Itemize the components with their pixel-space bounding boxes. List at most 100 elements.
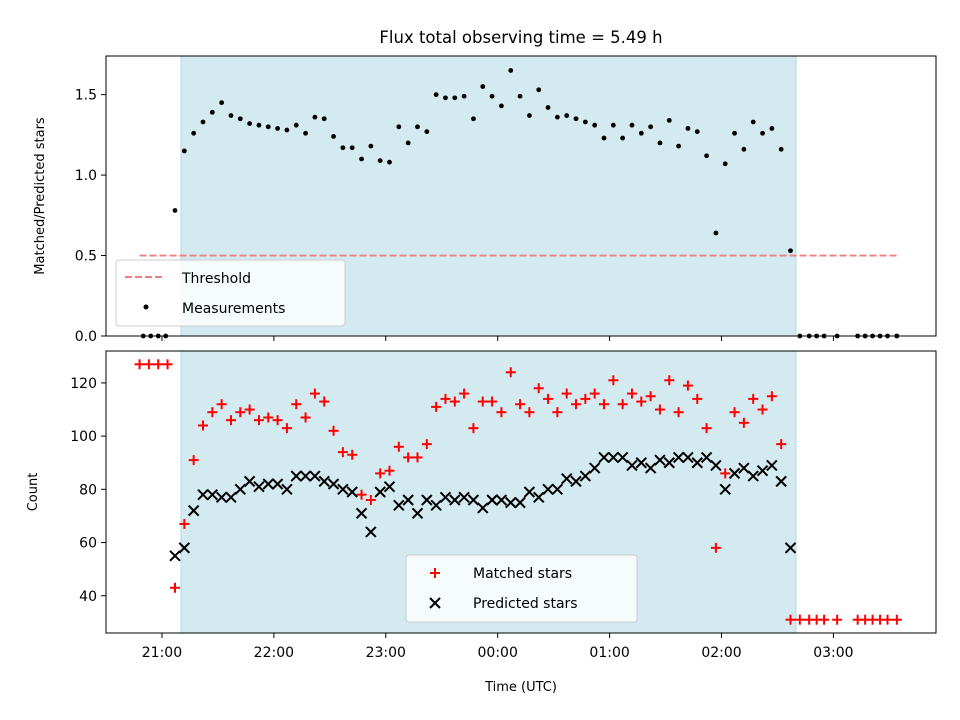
matched-star-point	[365, 494, 376, 505]
matched-star-point	[309, 388, 320, 399]
top-y-tick-label: 1.5	[75, 88, 97, 104]
matched-star-point	[235, 407, 246, 418]
predicted-star-point	[178, 542, 191, 554]
bottom-legend: Matched stars Predicted stars	[405, 554, 638, 623]
measurement-point	[293, 122, 299, 128]
predicted-star-point	[579, 470, 592, 482]
predicted-star-point	[626, 459, 638, 472]
matched-star-point	[207, 407, 218, 418]
top-legend-box	[115, 259, 346, 327]
measurement-point	[209, 109, 215, 115]
matched-star-point	[153, 359, 164, 370]
measurement-point	[349, 145, 355, 151]
measurement-point	[321, 116, 327, 122]
predicted-star-point	[672, 451, 685, 464]
matched-star-point	[561, 388, 572, 399]
measurement-point	[536, 87, 542, 93]
predicted-star-point	[551, 483, 564, 496]
measurement-point	[377, 158, 383, 163]
predicted-star-point	[234, 483, 246, 496]
matched-star-point	[393, 441, 404, 452]
matched-star-point	[832, 614, 843, 625]
matched-star-point	[766, 391, 777, 402]
matched-star-point	[281, 423, 292, 434]
matched-star-point	[347, 449, 358, 460]
matched-star-point	[748, 393, 759, 404]
matched-star-point	[272, 415, 283, 426]
measurement-point	[517, 93, 523, 99]
matched-star-point	[608, 375, 619, 386]
matched-star-point	[449, 396, 460, 407]
bottom-y-axis-label: Count	[26, 473, 41, 512]
matched-star-point	[738, 417, 749, 428]
legend-predicted-label: Predicted stars	[473, 596, 578, 612]
measurement-point	[219, 100, 225, 106]
predicted-star-point	[654, 454, 666, 466]
matched-star-point	[384, 465, 395, 476]
matched-star-point	[794, 614, 805, 625]
top-y-tick-label: 0.0	[75, 329, 97, 345]
legend-threshold-label: Threshold	[181, 271, 251, 287]
measurement-point	[741, 146, 747, 152]
predicted-star-point	[505, 496, 517, 509]
predicted-star-point	[215, 491, 228, 504]
predicted-star-point	[187, 504, 200, 517]
predicted-star-point	[477, 502, 489, 514]
measurement-point	[331, 134, 336, 139]
matched-star-point	[515, 399, 526, 410]
measurement-point	[732, 130, 737, 136]
measurement-point	[573, 116, 579, 122]
matched-star-point	[421, 439, 432, 450]
matched-star-point	[375, 468, 386, 479]
predicted-star-point	[206, 488, 219, 501]
predicted-star-point	[523, 486, 536, 498]
matched-star-point	[682, 380, 693, 391]
predicted-star-point	[346, 486, 358, 498]
matched-star-point	[225, 415, 236, 426]
matched-star-point	[645, 391, 656, 402]
predicted-star-point	[682, 451, 694, 464]
bottom-y-tick-label: 40	[79, 589, 97, 605]
matched-star-point	[440, 393, 451, 404]
measurement-point	[601, 135, 607, 141]
measurement-point	[471, 116, 476, 122]
matched-star-point	[589, 388, 600, 399]
matched-star-point	[710, 542, 721, 553]
measurement-point	[592, 122, 598, 128]
measurement-point	[275, 126, 280, 131]
measurement-point	[620, 135, 626, 141]
matched-star-point	[636, 396, 647, 407]
bottom-y-tick-label: 120	[70, 376, 97, 392]
matched-star-point	[134, 359, 145, 370]
measurement-point	[750, 119, 756, 125]
predicted-star-point	[374, 486, 386, 498]
matched-star-point	[179, 518, 190, 529]
matched-star-point	[477, 396, 488, 407]
measurement-point	[284, 127, 290, 133]
matched-star-point	[505, 367, 516, 378]
predicted-star-point	[253, 480, 265, 493]
measurement-point	[722, 161, 728, 167]
measurement-point	[769, 126, 775, 131]
measurement-point	[694, 129, 700, 135]
predicted-star-point	[560, 472, 573, 485]
predicted-star-point	[616, 451, 629, 464]
measurement-point	[666, 117, 672, 123]
matched-star-point	[253, 415, 264, 426]
matched-star-point	[337, 447, 348, 458]
predicted-star-point	[644, 462, 657, 474]
predicted-star-point	[197, 488, 209, 501]
predicted-star-point	[411, 507, 424, 519]
matched-star-point	[617, 399, 628, 410]
measurement-point	[760, 130, 765, 136]
measurement-point	[713, 230, 719, 236]
matched-star-point	[552, 407, 563, 418]
measurement-point	[778, 146, 784, 152]
bottom-y-tick-label: 100	[70, 429, 97, 445]
measurement-point	[247, 121, 253, 126]
matched-star-point	[468, 423, 479, 434]
matched-star-point	[524, 407, 535, 418]
predicted-star-point	[486, 494, 498, 506]
measurement-point	[368, 143, 374, 149]
